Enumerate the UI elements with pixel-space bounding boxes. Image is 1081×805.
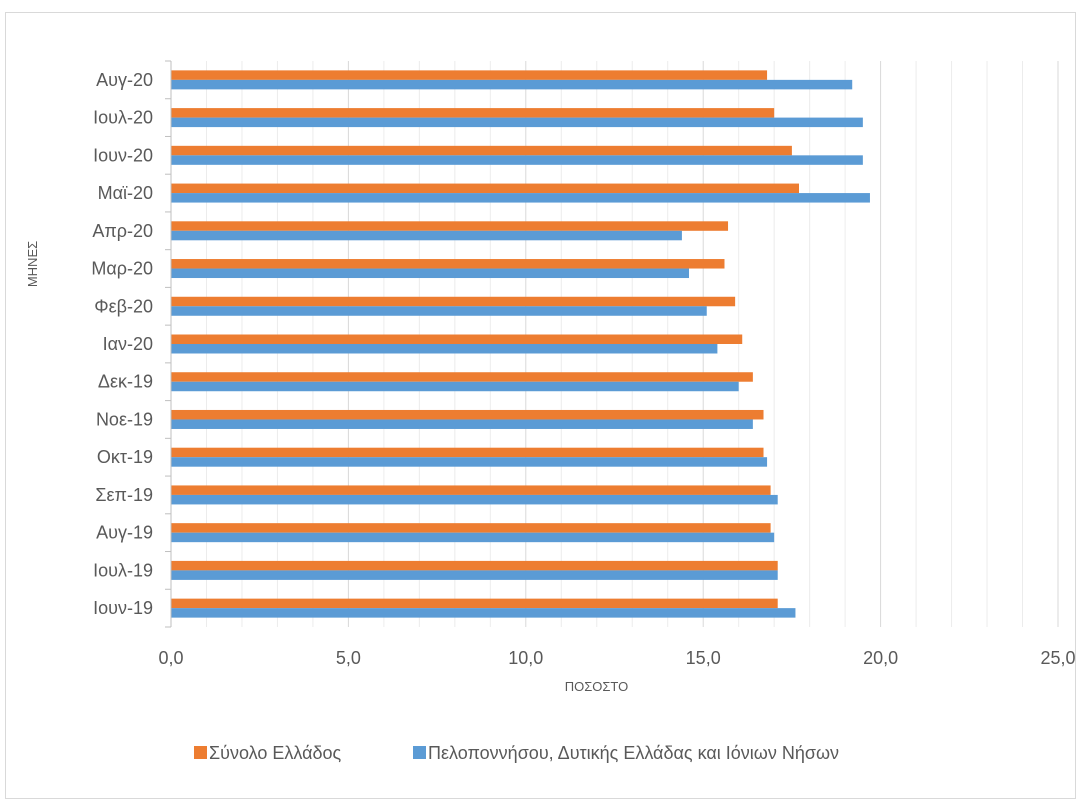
legend-label: Σύνολο Ελλάδος bbox=[209, 743, 342, 763]
bar-total-6 bbox=[171, 372, 753, 382]
y-tick-label: Δεκ-19 bbox=[98, 372, 153, 392]
y-tick-label: Οκτ-19 bbox=[97, 447, 153, 467]
y-axis-title: ΜΗΝΕΣ bbox=[25, 241, 40, 287]
bar-chart: Ιουν-19 Ιουλ-19 Αυγ-19 Σεπ-19 Οκτ-19 Νοε-19 Δε… bbox=[25, 60, 1075, 763]
tick-labels: Ιουν-19 Ιουλ-19 Αυγ-19 Σεπ-19 Οκτ-19 Νοε-19 Δε… bbox=[91, 70, 1075, 668]
x-tick-label: 25,0 bbox=[1040, 648, 1075, 668]
y-tick-label: Ιουν-19 bbox=[93, 598, 153, 618]
y-tick-label: Ιουλ-20 bbox=[93, 108, 153, 128]
y-tick-label: Αυγ-19 bbox=[96, 523, 153, 543]
bar-total-8 bbox=[171, 296, 736, 307]
bar-region-4 bbox=[171, 457, 768, 467]
bar-total-9 bbox=[171, 259, 725, 269]
bar-total-0 bbox=[171, 598, 778, 609]
bar-region-11 bbox=[171, 193, 870, 203]
bar-total-4 bbox=[171, 447, 764, 458]
bar-region-7 bbox=[171, 344, 718, 354]
legend-swatch bbox=[194, 746, 207, 759]
bar-total-14 bbox=[171, 70, 768, 80]
x-tick-label: 10,0 bbox=[508, 648, 543, 668]
bar-total-10 bbox=[171, 221, 729, 231]
bar-total-13 bbox=[171, 108, 775, 118]
bar-region-0 bbox=[171, 608, 796, 618]
bar-total-11 bbox=[171, 183, 799, 194]
bar-total-12 bbox=[171, 145, 792, 156]
bar-region-2 bbox=[171, 532, 775, 543]
bar-region-14 bbox=[171, 79, 853, 90]
bar-region-5 bbox=[171, 419, 753, 429]
bar-region-12 bbox=[171, 155, 863, 165]
x-tick-label: 15,0 bbox=[686, 648, 721, 668]
bar-total-7 bbox=[171, 334, 743, 344]
y-tick-label: Μαρ-20 bbox=[91, 259, 153, 279]
x-axis-title: ΠΟΣΟΣΤΟ bbox=[565, 679, 629, 694]
bars bbox=[171, 70, 870, 618]
x-tick-label: 20,0 bbox=[863, 648, 898, 668]
bar-region-8 bbox=[171, 306, 707, 316]
bar-total-5 bbox=[171, 409, 764, 420]
axes bbox=[165, 60, 172, 628]
legend-label: Πελοποννήσου, Δυτικής Ελλάδας και Ιόνιων… bbox=[428, 743, 839, 763]
bar-total-3 bbox=[171, 485, 771, 495]
bar-total-2 bbox=[171, 523, 771, 533]
bar-region-13 bbox=[171, 117, 863, 128]
y-tick-label: Νοε-19 bbox=[96, 409, 153, 429]
y-tick-label: Ιουλ-19 bbox=[93, 560, 153, 580]
bar-region-1 bbox=[171, 570, 778, 580]
y-tick-label: Αυγ-20 bbox=[96, 70, 153, 90]
y-tick-label: Φεβ-20 bbox=[94, 296, 153, 316]
legend-swatch bbox=[413, 746, 426, 759]
bar-region-6 bbox=[171, 381, 739, 392]
chart-frame: Ιουν-19 Ιουλ-19 Αυγ-19 Σεπ-19 Οκτ-19 Νοε-19 Δε… bbox=[5, 12, 1076, 799]
bar-region-10 bbox=[171, 230, 682, 241]
bar-total-1 bbox=[171, 560, 778, 571]
y-tick-label: Ιαν-20 bbox=[103, 334, 153, 354]
y-tick-label: Μαϊ-20 bbox=[98, 183, 153, 203]
y-tick-label: Ιουν-20 bbox=[93, 145, 153, 165]
y-tick-label: Απρ-20 bbox=[92, 221, 153, 241]
x-tick-label: 0,0 bbox=[158, 648, 183, 668]
legend: Σύνολο Ελλάδος Πελοποννήσου, Δυτικής Ελλά… bbox=[194, 743, 839, 763]
bar-region-9 bbox=[171, 268, 690, 279]
x-tick-label: 5,0 bbox=[336, 648, 361, 668]
bar-region-3 bbox=[171, 494, 778, 505]
y-tick-label: Σεπ-19 bbox=[95, 485, 153, 505]
